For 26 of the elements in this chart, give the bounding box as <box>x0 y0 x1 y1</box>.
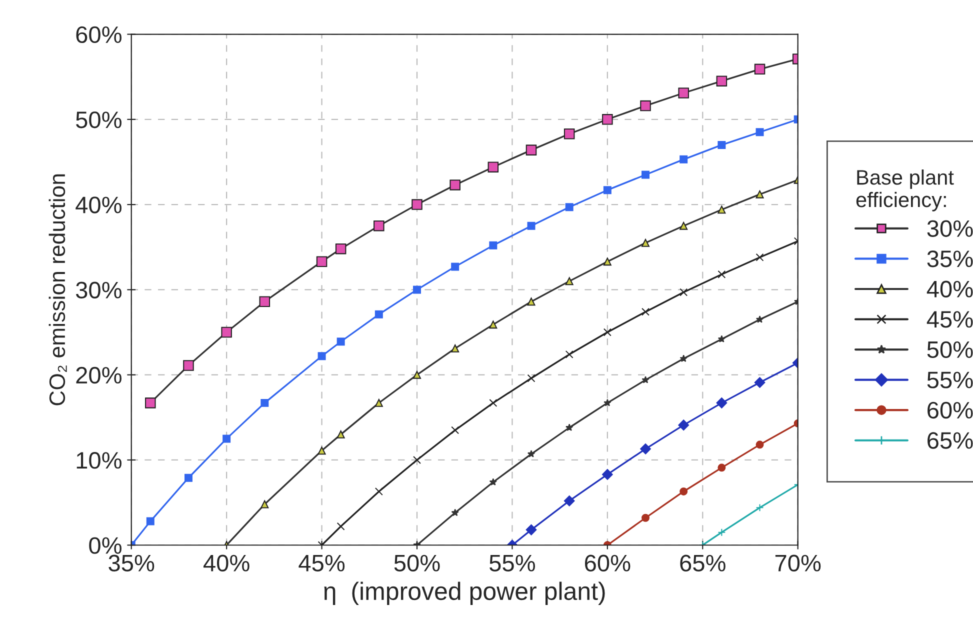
legend-label: 40% <box>926 280 973 298</box>
y-axis-title: CO₂ emission reduction <box>48 174 67 406</box>
y-tick-label: 30% <box>76 282 122 298</box>
legend-label: 55% <box>927 372 973 388</box>
x-tick-label: 55% <box>490 554 536 572</box>
x-tick-label: 50% <box>394 554 440 572</box>
y-tick-label: 0% <box>89 537 122 554</box>
x-tick-label: 70% <box>775 554 821 572</box>
legend-label: 45% <box>926 311 973 328</box>
legend-label: 60% <box>928 402 973 419</box>
y-tick-label: 60% <box>76 26 122 44</box>
legend-label: 35% <box>927 250 973 268</box>
y-tick-label: 20% <box>76 366 122 384</box>
legend-label: 30% <box>927 220 973 237</box>
x-tick-label: 65% <box>680 554 726 572</box>
x-tick-label: 35% <box>108 554 154 572</box>
x-axis-title: η (improved power plant) <box>324 582 605 606</box>
legend-label: 50% <box>927 341 973 358</box>
legend-title: Base plant efficiency: <box>856 169 954 212</box>
x-tick-label: 60% <box>585 554 630 572</box>
y-tick-label: 10% <box>76 452 122 469</box>
y-tick-label: 40% <box>76 196 122 214</box>
x-tick-label: 45% <box>298 554 345 572</box>
legend-label: 65% <box>928 432 973 449</box>
y-tick-label: 50% <box>76 111 122 128</box>
x-tick-label: 40% <box>203 554 250 572</box>
